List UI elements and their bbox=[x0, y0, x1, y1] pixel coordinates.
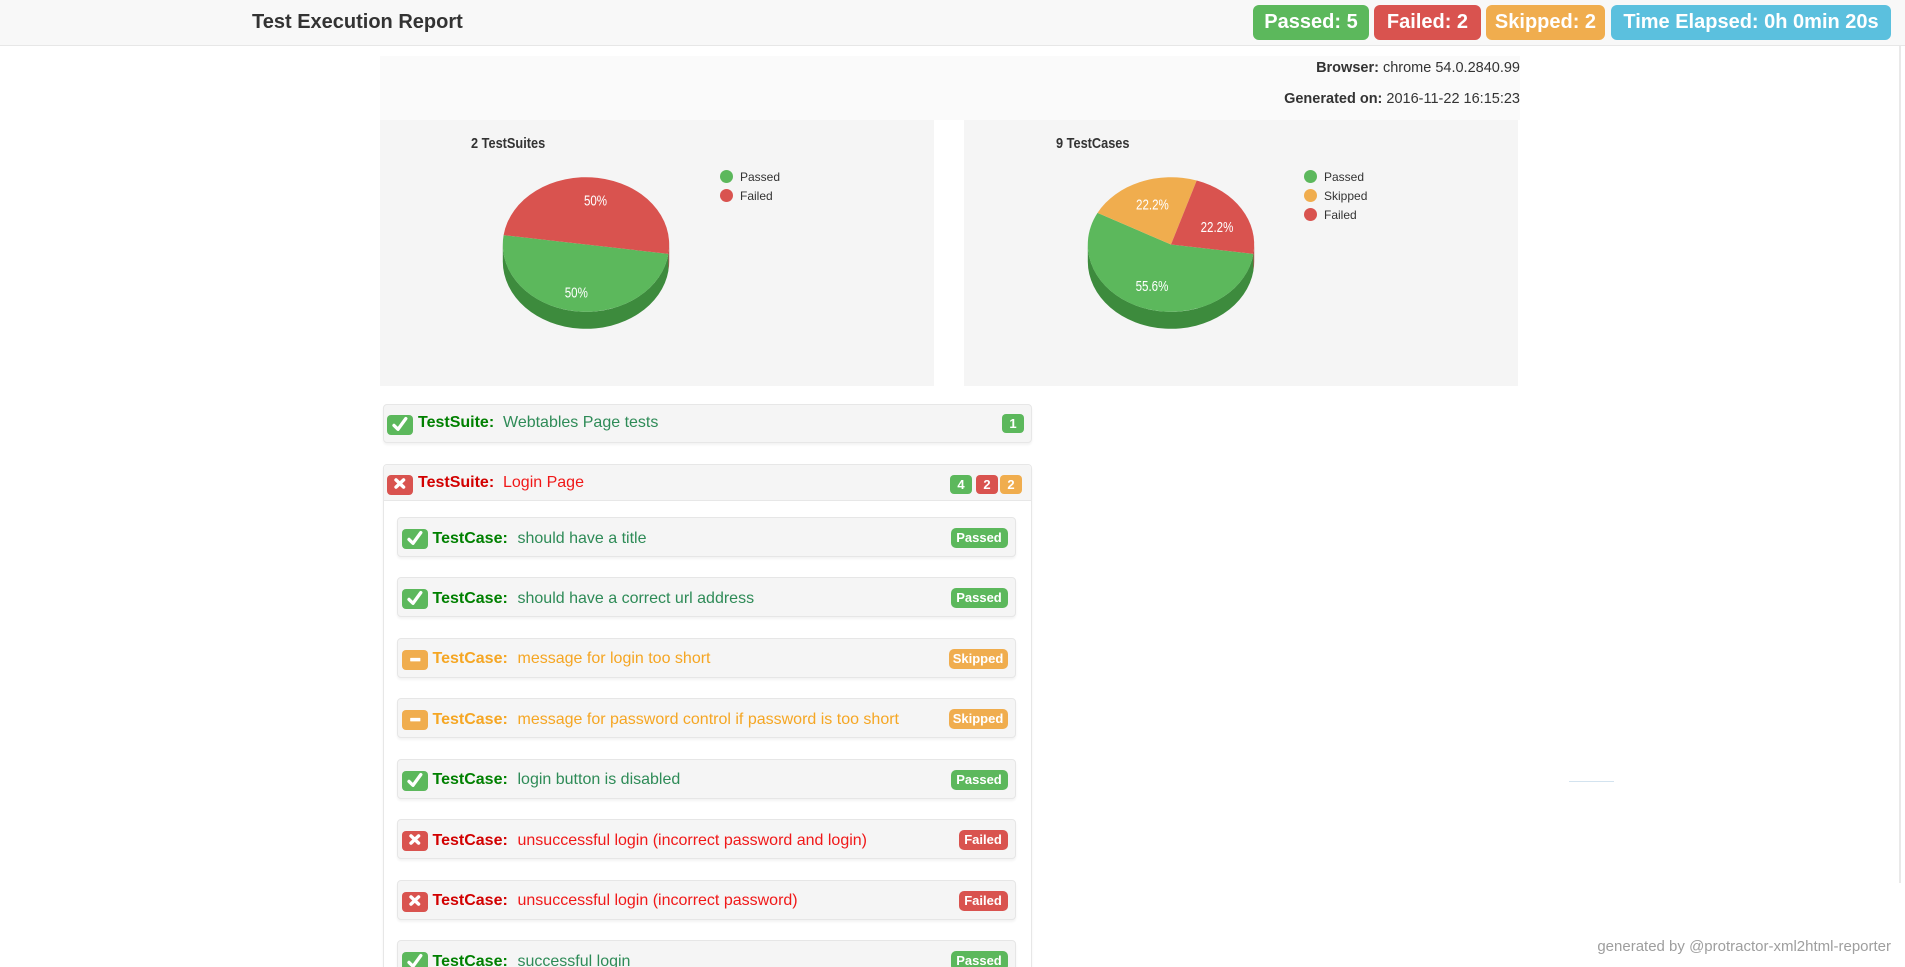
svg-text:50%: 50% bbox=[584, 192, 607, 209]
svg-text:22.2%: 22.2% bbox=[1136, 196, 1169, 213]
svg-text:50%: 50% bbox=[565, 284, 588, 301]
svg-text:55.6%: 55.6% bbox=[1136, 277, 1169, 294]
svg-text:22.2%: 22.2% bbox=[1201, 218, 1234, 235]
